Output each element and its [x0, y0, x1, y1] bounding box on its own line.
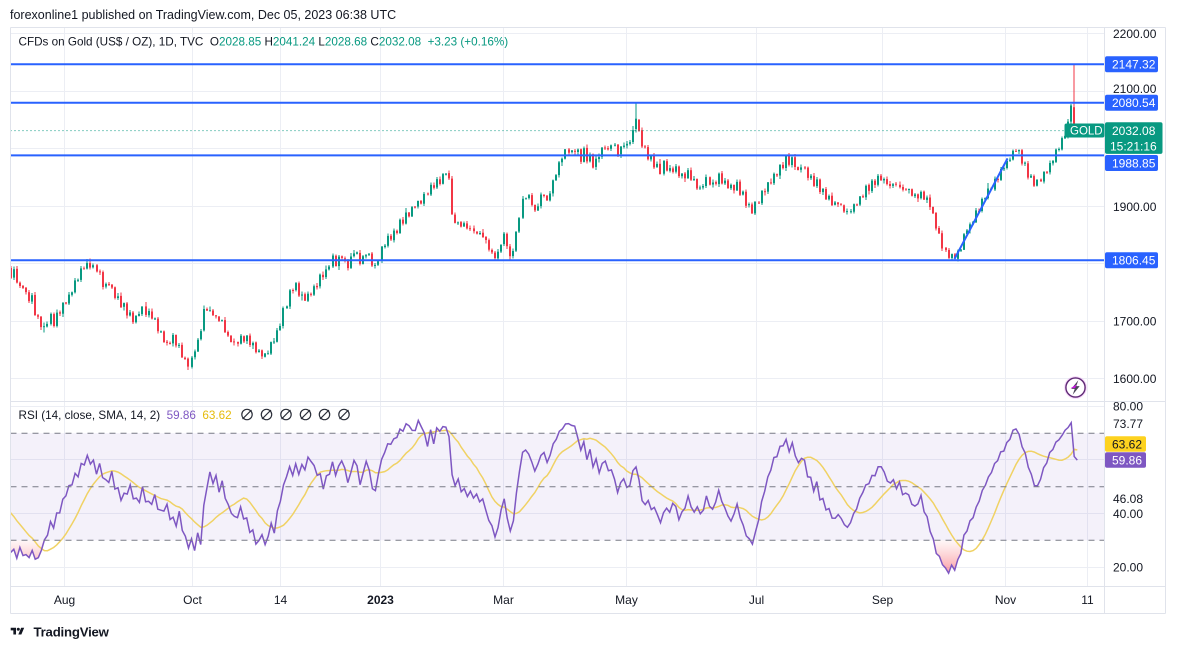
svg-text:1600.00: 1600.00	[1113, 372, 1157, 386]
svg-text:1700.00: 1700.00	[1113, 315, 1157, 329]
svg-text:14: 14	[274, 593, 288, 607]
svg-text:73.77: 73.77	[1113, 417, 1143, 431]
svg-text:63.62: 63.62	[1112, 437, 1142, 451]
svg-text:May: May	[615, 593, 638, 607]
svg-text:2100.00: 2100.00	[1113, 82, 1157, 96]
svg-text:Aug: Aug	[54, 593, 75, 607]
svg-text:80.00: 80.00	[1113, 400, 1143, 414]
svg-text:46.08: 46.08	[1113, 492, 1143, 506]
svg-text:Nov: Nov	[995, 593, 1016, 607]
svg-text:59.86: 59.86	[1112, 453, 1142, 467]
svg-text:RSI (14, close, SMA, 14, 2) 5: RSI (14, close, SMA, 14, 2) 59.86 63.62	[19, 409, 232, 422]
svg-text:Oct: Oct	[183, 593, 202, 607]
svg-text:Sep: Sep	[872, 593, 894, 607]
svg-text:CFDs on Gold (US$ / OZ), 1D, T: CFDs on Gold (US$ / OZ), 1D, TVC O2028.8…	[19, 36, 509, 49]
svg-text:20.00: 20.00	[1113, 561, 1143, 575]
svg-text:1806.45: 1806.45	[1112, 254, 1156, 268]
svg-text:2032.08: 2032.08	[1112, 124, 1156, 138]
svg-text:2080.54: 2080.54	[1112, 96, 1156, 110]
svg-text:forexonline1 published on Trad: forexonline1 published on TradingView.co…	[10, 8, 396, 22]
svg-text:1900.00: 1900.00	[1113, 200, 1157, 214]
svg-text:GOLD: GOLD	[1070, 126, 1103, 138]
svg-text:40.00: 40.00	[1113, 507, 1143, 521]
svg-text:Jul: Jul	[749, 593, 764, 607]
svg-text:Mar: Mar	[493, 593, 514, 607]
svg-text:15:21:16: 15:21:16	[1110, 139, 1157, 153]
svg-text:TradingView: TradingView	[34, 625, 110, 640]
svg-text:2147.32: 2147.32	[1112, 58, 1156, 72]
svg-text:1988.85: 1988.85	[1112, 156, 1156, 170]
svg-text:2023: 2023	[367, 593, 394, 607]
svg-text:11: 11	[1081, 593, 1094, 607]
svg-text:2200.00: 2200.00	[1113, 27, 1157, 41]
